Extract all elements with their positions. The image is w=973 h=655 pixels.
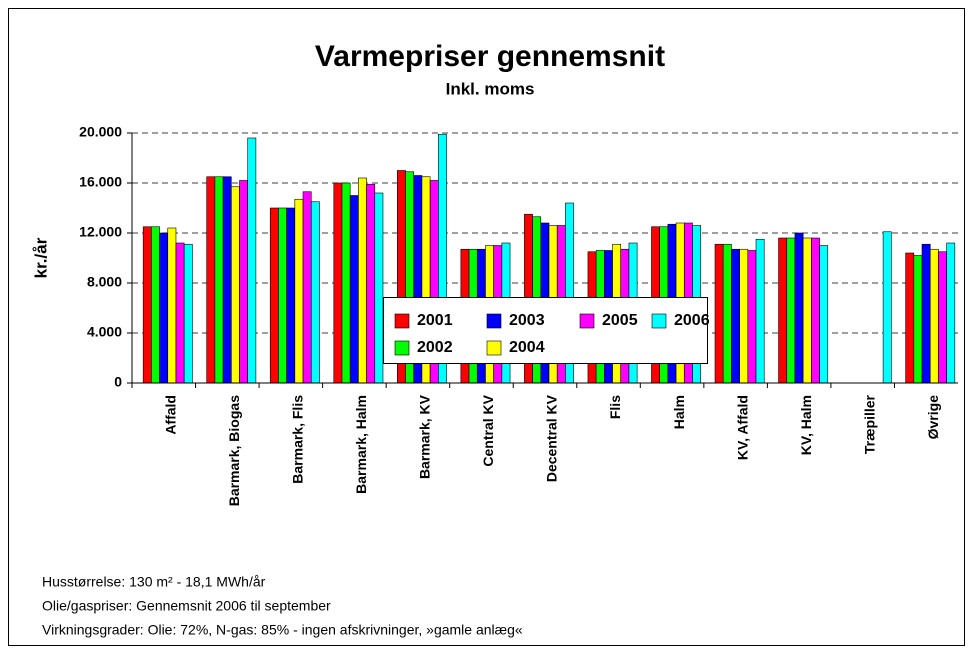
bar — [302, 191, 312, 384]
bar — [802, 237, 812, 384]
bar — [333, 182, 343, 384]
legend-label: 2006 — [674, 312, 710, 329]
bar — [231, 186, 240, 384]
x-tick-label: KV, Halm — [798, 395, 814, 455]
legend-swatch — [579, 313, 595, 329]
x-tick-label: Flis — [607, 395, 623, 419]
y-tick-label: 12.000 — [79, 224, 122, 240]
bar — [358, 177, 367, 384]
legend-swatch — [394, 340, 410, 356]
legend-label: 2003 — [509, 312, 545, 329]
bar — [921, 243, 931, 384]
bar — [905, 252, 915, 384]
bar — [731, 248, 740, 384]
bar — [278, 207, 287, 384]
bar — [374, 192, 384, 384]
bar — [794, 232, 804, 384]
legend-label: 2004 — [509, 339, 545, 356]
bar — [310, 201, 320, 384]
bar — [786, 237, 796, 384]
y-tick-label: 8.000 — [87, 274, 122, 290]
legend-swatch — [486, 340, 502, 356]
x-tick-label: Decentral KV — [544, 394, 560, 482]
bar — [819, 245, 829, 384]
x-tick-label: Affald — [162, 395, 178, 435]
bar — [882, 231, 892, 384]
x-tick-label: Barmark, Biogas — [226, 395, 242, 506]
footnote: Husstørrelse: 130 m² - 18,1 MWh/år — [42, 574, 266, 590]
x-tick-label: Halm — [671, 395, 687, 429]
bar — [183, 243, 193, 384]
x-tick-label: Træpiller — [861, 394, 877, 454]
bar — [142, 226, 152, 384]
chart-title: Varmepriser gennemsnit — [315, 40, 665, 73]
x-tick-label: Barmark, Halm — [353, 395, 369, 494]
bar — [269, 207, 279, 384]
y-axis-label: kr./år — [31, 237, 50, 278]
legend-swatch — [486, 313, 502, 329]
bar — [341, 182, 351, 384]
x-tick-label: Barmark, Flis — [290, 395, 306, 484]
legend-label: 2001 — [417, 312, 453, 329]
bar — [722, 243, 732, 384]
bar — [175, 242, 185, 384]
bar — [366, 183, 376, 384]
bar — [913, 255, 923, 384]
bar — [286, 207, 296, 384]
legend-box — [383, 297, 708, 364]
bar — [206, 176, 216, 384]
bar — [755, 238, 765, 384]
bar — [747, 250, 757, 384]
bar — [239, 180, 249, 384]
y-tick-label: 0 — [114, 374, 122, 390]
bar — [167, 227, 177, 384]
footnote: Olie/gaspriser: Gennemsnit 2006 til sept… — [42, 598, 331, 614]
x-tick-label: KV, Affald — [734, 395, 750, 460]
bar — [247, 137, 257, 384]
legend-label: 2005 — [602, 312, 638, 329]
y-tick-label: 4.000 — [87, 324, 122, 340]
legend-swatch — [394, 313, 410, 329]
legend-swatch — [651, 313, 667, 329]
bar — [714, 243, 724, 384]
chart-subtitle: Inkl. moms — [446, 79, 535, 98]
bar — [811, 237, 820, 384]
bar — [938, 251, 947, 384]
bar — [151, 226, 160, 384]
bar — [349, 195, 359, 384]
bar — [214, 176, 224, 384]
x-tick-label: Central KV — [480, 394, 496, 466]
bar — [929, 248, 939, 384]
bar — [739, 248, 749, 384]
bar — [778, 237, 788, 384]
bar — [294, 198, 304, 384]
x-tick-label: Øvrige — [925, 395, 941, 440]
bar — [946, 242, 956, 384]
bar — [222, 176, 232, 384]
legend-label: 2002 — [417, 339, 453, 356]
bar — [159, 232, 169, 384]
footnote: Virkningsgrader: Olie: 72%, N-gas: 85% -… — [42, 622, 523, 638]
x-tick-label: Barmark, KV — [417, 394, 433, 479]
y-tick-label: 20.000 — [79, 124, 122, 140]
y-tick-label: 16.000 — [79, 174, 122, 190]
